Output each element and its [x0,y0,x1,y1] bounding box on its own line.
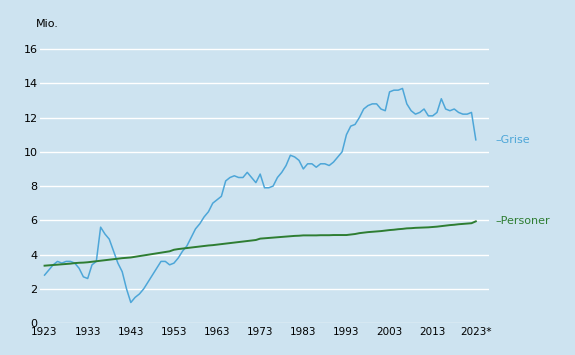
Text: Mio.: Mio. [36,19,59,29]
Text: –Personer: –Personer [496,216,550,226]
Text: –Grise: –Grise [496,135,530,145]
